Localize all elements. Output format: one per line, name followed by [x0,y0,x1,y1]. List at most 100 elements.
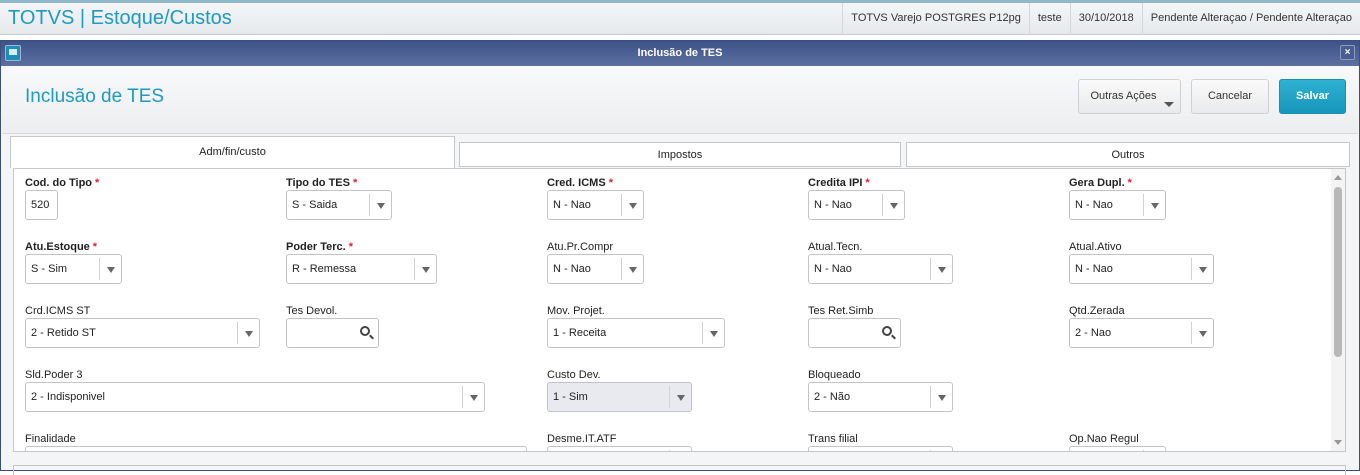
chevron-down-icon[interactable] [1191,258,1213,280]
chevron-down-icon[interactable] [621,194,643,216]
field-value: 2 - Indisponivel [31,391,105,403]
scroll-down-icon[interactable] [1334,440,1342,445]
chevron-down-icon[interactable] [99,258,121,280]
cancel-button[interactable]: Cancelar [1191,79,1269,114]
field-label-text: Tipo do TES [286,177,350,189]
tab-impostos[interactable]: Impostos [459,142,901,167]
chevron-down-icon[interactable] [621,258,643,280]
other-actions-label: Outras Ações [1090,90,1157,102]
save-button[interactable]: Salvar [1279,79,1346,114]
field-label: Cod. do Tipo * [25,177,99,189]
chevron-down-icon[interactable] [369,194,391,216]
chevron-down-icon[interactable] [1143,194,1165,216]
select-atu-pr-compr[interactable]: N - Nao [547,254,644,284]
field-value: 2 - Retido ST [31,327,96,339]
search-input-tes-devol[interactable] [286,318,379,348]
field-label: Gera Dupl. * [1069,177,1132,189]
field-label: Atual.Ativo [1069,241,1122,253]
field-label: Custo Dev. [547,369,601,381]
field-value: N - Nao [814,199,852,211]
chevron-down-icon[interactable] [669,450,691,451]
select-crd-icms-st[interactable]: 2 - Retido ST [25,318,260,348]
search-icon[interactable] [882,326,892,336]
tab-label: Impostos [657,149,703,161]
field-value: N - Nao [553,199,591,211]
field-label: Qtd.Zerada [1069,305,1125,317]
select-sld-poder-3[interactable]: 2 - Indisponivel [25,382,485,412]
select-trans-filial[interactable] [808,446,953,451]
chevron-down-icon[interactable] [882,194,904,216]
chevron-down-icon[interactable] [237,322,259,344]
other-actions-button[interactable]: Outras Ações [1078,79,1181,114]
field-label-text: Tes Devol. [286,305,338,317]
select-cred-icms[interactable]: N - Nao [547,190,644,220]
field-label-text: Gera Dupl. [1069,177,1125,189]
input-cod-do-tipo[interactable]: 520 [25,190,58,220]
tab-adm-fin-custo[interactable]: Adm/fin/custo [10,136,455,168]
chevron-down-icon[interactable] [930,450,952,451]
tab-outros[interactable]: Outros [906,142,1350,167]
window-icon [5,45,21,61]
select-custo-dev: 1 - Sim [547,382,692,412]
select-atual-tecn[interactable]: N - Nao [808,254,953,284]
required-marker: * [352,177,358,189]
field-label-text: Op.Nao Regul [1069,433,1139,445]
field-value: N - Nao [553,263,591,275]
field-value: 1 - Receita [553,327,607,339]
field-label-text: Desme.IT.ATF [547,433,617,445]
select-op-nao-regul[interactable] [1069,446,1166,451]
scroll-up-icon[interactable] [1334,175,1342,180]
chevron-down-icon[interactable] [702,322,724,344]
chevron-down-icon[interactable] [462,386,484,408]
field-label-text: Atual.Ativo [1069,241,1122,253]
required-marker: * [348,241,353,253]
select-tipo-do-tes[interactable]: S - Saida [286,190,392,220]
chevron-down-icon[interactable] [669,386,691,408]
select-qtd-zerada[interactable]: 2 - Nao [1069,318,1214,348]
chevron-down-icon[interactable] [1143,450,1165,451]
vertical-scrollbar[interactable] [1331,169,1345,451]
chevron-down-icon[interactable] [414,258,436,280]
field-value: 2 - Nao [1075,327,1112,339]
select-bloqueado[interactable]: 2 - Não [808,382,953,412]
page-header: Inclusão de TES Outras Ações Cancelar Sa… [2,66,1358,134]
status-bar: TOTVS Varejo POSTGRES P12pg teste 30/10/… [842,3,1360,35]
field-label-text: Cred. ICMS [547,177,606,189]
chevron-down-icon[interactable] [1191,322,1213,344]
field-label-text: Custo Dev. [547,369,601,381]
field-label: Atu.Estoque * [25,241,97,253]
close-icon[interactable]: × [1340,45,1355,60]
status-branch: Pendente Alteraçao / Pendente Alteraçao [1141,3,1360,35]
field-label: Finalidade [25,433,76,445]
field-label-text: Trans filial [808,433,858,445]
required-marker: * [1127,177,1132,189]
field-label: Tes Ret.Simb [808,305,873,317]
field-label-text: Finalidade [25,433,76,445]
select-poder-terc[interactable]: R - Remessa [286,254,437,284]
form-panel: Cod. do Tipo * 520 Tipo do TES * S - Saida Cre… [13,168,1346,452]
select-desme-it-atf[interactable] [547,446,692,451]
field-label-text: Credita IPI [808,177,863,189]
search-icon[interactable] [360,326,370,336]
chevron-down-icon[interactable] [930,386,952,408]
field-label: Sld.Poder 3 [25,369,82,381]
select-credita-ipi[interactable]: N - Nao [808,190,905,220]
search-input-tes-ret-simb[interactable] [808,318,901,348]
select-atu-estoque[interactable]: S - Sim [25,254,122,284]
scroll-thumb[interactable] [1334,187,1342,357]
status-date: 30/10/2018 [1069,3,1142,35]
field-label: Cred. ICMS * [547,177,613,189]
field-label: Poder Terc. * [286,241,353,253]
field-label: Desme.IT.ATF [547,433,616,445]
field-label-text: Sld.Poder 3 [25,369,83,381]
select-atual-ativo[interactable]: N - Nao [1069,254,1214,284]
field-label-text: Tes Ret.Simb [808,305,874,317]
chevron-down-icon[interactable] [930,258,952,280]
field-label: Tes Devol. [286,305,337,317]
required-marker: * [865,177,870,189]
input-finalidade[interactable] [25,446,527,451]
select-mov-projet[interactable]: 1 - Receita [547,318,725,348]
tab-label: Outros [1111,149,1145,161]
field-label: Tipo do TES * [286,177,357,189]
select-gera-dupl[interactable]: N - Nao [1069,190,1166,220]
